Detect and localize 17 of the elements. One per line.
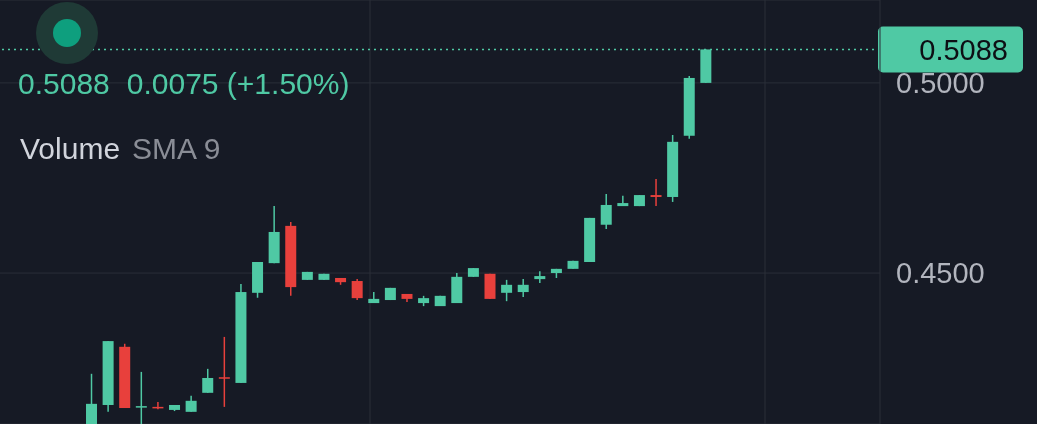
candlestick (135, 371, 147, 424)
annotation: 0.5088 (18, 67, 110, 100)
candlestick (617, 195, 629, 207)
candlestick (202, 368, 214, 394)
y-tick-label: 0.5000 (896, 67, 985, 100)
candlestick (86, 373, 98, 424)
candlestick (218, 336, 230, 408)
ref-line-label: 0.5088 (919, 34, 1008, 67)
candlestick (650, 178, 662, 207)
candlestick (534, 270, 546, 284)
candlestick (351, 278, 363, 301)
annotation: Volume (20, 132, 121, 165)
annotation: SMA 9 (132, 132, 221, 165)
annotation: 0.0075 (+1.50%) (126, 67, 350, 100)
candlestick (501, 279, 513, 302)
candlestick (600, 193, 612, 230)
y-tick-label: 0.4500 (896, 257, 985, 290)
